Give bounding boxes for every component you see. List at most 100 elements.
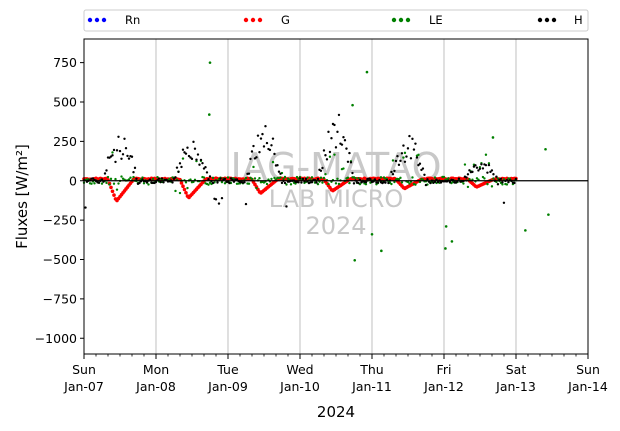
point-LE [202,176,206,179]
point-H [100,178,104,181]
point-LE [486,182,489,186]
point-H [322,149,326,152]
point-H [501,181,504,184]
point-H [406,147,410,150]
point-H [417,163,420,167]
point-LE [505,183,509,186]
point-LE [478,165,482,169]
point-LE [547,213,550,216]
point-LE [105,181,108,185]
point-H [466,173,470,176]
point-H [244,202,248,206]
point-LE [141,176,144,179]
point-LE [391,159,395,162]
point-H [402,144,405,147]
point-LE [400,181,404,184]
point-H [190,157,194,161]
point-H [250,150,254,153]
point-G [181,184,185,189]
y-tick-label-2: −500 [43,252,77,267]
point-H [327,130,330,134]
point-LE [481,175,485,179]
point-LE [247,182,251,185]
y-tick-label-1: −750 [43,291,77,306]
point-H [138,181,141,185]
point-H [484,163,488,167]
point-LE [244,176,248,180]
x-tick-date-2: Jan-09 [207,379,248,394]
point-LE [444,247,447,250]
point-LE [544,147,547,151]
point-LE [418,180,422,184]
point-LE [90,182,93,185]
point-LE [109,177,113,181]
point-LE [111,151,114,154]
point-H [415,156,419,159]
point-H [258,150,261,154]
point-H [490,169,494,172]
point-H [159,180,162,184]
legend-label-LE: LE [429,13,443,27]
point-H [228,181,231,185]
point-LE [93,182,96,185]
point-LE [379,176,383,179]
point-H [489,170,492,174]
point-H [279,172,282,175]
point-H [369,177,372,181]
legend-label-G: G [281,13,290,27]
point-LE [226,176,230,179]
y-tick-label-6: 500 [53,95,77,110]
point-H [429,181,432,185]
point-LE [174,189,177,193]
point-H [514,177,518,181]
point-H [121,153,125,156]
point-H [243,181,246,184]
point-LE [414,183,417,186]
point-LE [100,182,104,185]
point-H [481,167,485,170]
y-tick-label-0: −1000 [35,331,77,346]
legend-marker [544,17,550,23]
point-LE [342,167,345,170]
point-H [217,202,221,205]
point-H [349,161,353,164]
point-H [255,156,258,159]
x-tick-day-3: Wed [286,362,313,377]
point-LE [120,175,123,178]
point-H [499,177,503,181]
point-LE [433,176,437,179]
point-H [492,173,495,176]
point-LE [207,113,211,116]
point-LE [132,175,135,179]
x-tick-date-6: Jan-13 [495,379,536,394]
point-LE [483,177,486,180]
point-LE [365,70,369,74]
point-LE [129,176,132,179]
point-H [193,147,197,150]
point-H [475,166,479,169]
point-H [486,171,489,174]
point-H [84,206,87,209]
point-H [357,181,360,185]
point-LE [353,258,357,262]
point-H [321,166,324,170]
y-tick-label-3: −250 [43,213,77,228]
point-H [480,163,483,166]
point-LE [114,177,117,181]
point-H [426,178,429,181]
point-H [396,154,399,158]
legend-marker [551,17,557,23]
point-H [333,123,336,127]
point-H [216,181,219,184]
point-H [496,183,500,186]
point-H [207,177,210,181]
point-H [268,148,272,152]
point-H [114,160,117,164]
x-tick-day-4: Thu [359,362,383,377]
point-H [97,181,101,184]
point-LE [319,176,323,179]
point-H [111,154,114,157]
point-H [187,154,191,158]
point-H [262,145,266,148]
point-LE [406,180,410,184]
